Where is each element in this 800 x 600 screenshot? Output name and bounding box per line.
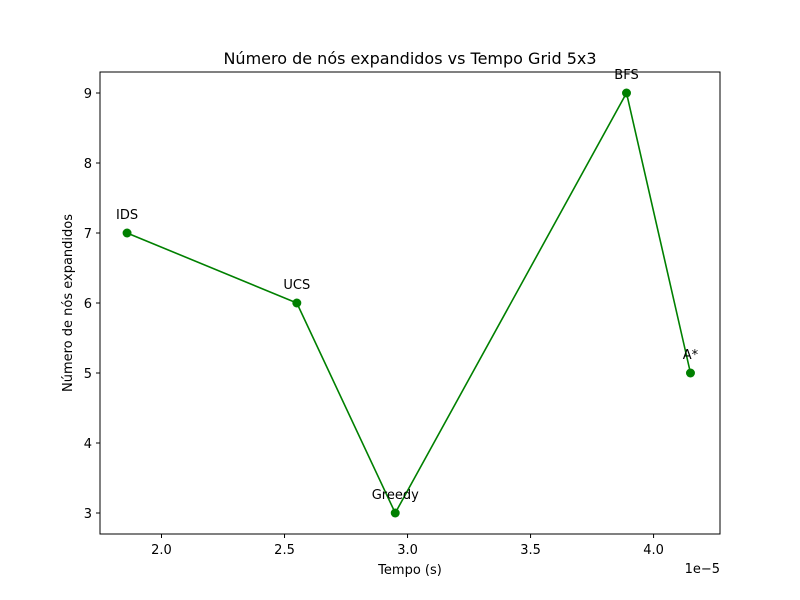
data-point-label: IDS [116,208,138,223]
y-axis: 3 4 5 6 7 8 9 [84,87,100,522]
data-point-label: A* [683,348,699,363]
x-axis-label: Tempo (s) [377,563,442,578]
y-tick-label: 3 [84,507,92,522]
x-tick-label: 4.0 [643,543,664,558]
x-axis-offset-label: 1e−5 [685,562,720,577]
plot-marks: IDS UCS Greedy BFS A* [116,68,699,518]
y-tick-label: 5 [84,367,92,382]
y-tick-label: 4 [84,437,92,452]
data-point-greedy [390,508,400,518]
x-tick-label: 2.0 [151,543,172,558]
y-axis-label: Número de nós expandidos [61,214,76,392]
chart-title: Número de nós expandidos vs Tempo Grid 5… [223,49,596,68]
y-tick-label: 6 [84,297,92,312]
y-tick-label: 9 [84,87,92,102]
data-point-label: Greedy [372,488,419,503]
data-point-a [685,368,695,378]
series-line [126,90,692,515]
data-point-bfs [622,88,632,98]
x-tick-label: 2.5 [274,543,295,558]
x-tick-label: 3.0 [397,543,418,558]
data-point-ids [122,228,132,238]
data-point-ucs [292,298,302,308]
x-tick-label: 3.5 [520,543,541,558]
data-point-label: UCS [283,278,310,293]
y-tick-label: 8 [84,157,92,172]
data-point-label: BFS [614,68,638,83]
y-tick-label: 7 [84,227,92,242]
plot-frame [99,71,721,535]
x-axis: 2.0 2.5 3.0 3.5 4.0 [151,534,664,558]
